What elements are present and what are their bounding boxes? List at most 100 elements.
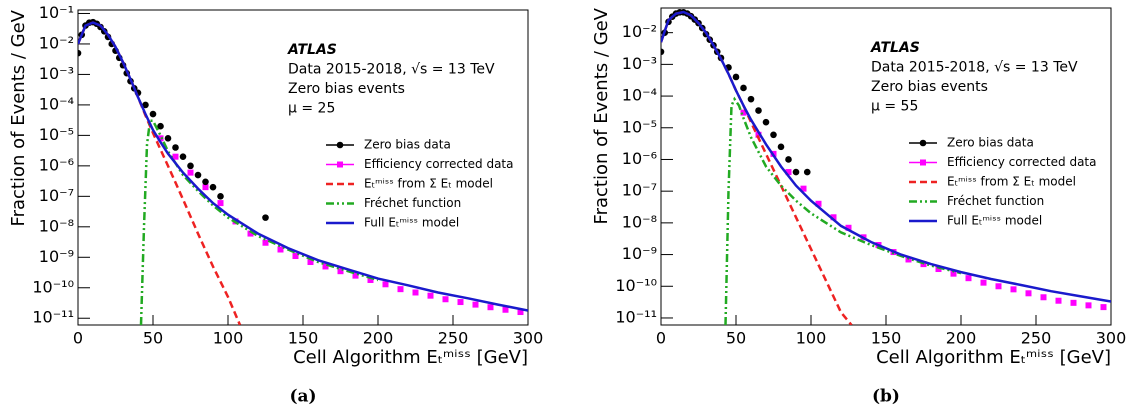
data-point — [142, 101, 149, 109]
data-point — [157, 135, 164, 142]
legend-label: Fréchet function — [364, 196, 461, 210]
model-curve — [661, 10, 853, 325]
data-point — [950, 270, 957, 277]
data-point — [740, 84, 747, 92]
data-point — [442, 296, 449, 303]
x-tick-label: 300 — [1096, 329, 1127, 348]
legend-label: Eₜᵐⁱˢˢ from Σ Eₜ model — [947, 175, 1076, 189]
data-point — [217, 200, 224, 207]
x-tick-label: 100 — [213, 329, 244, 348]
legend-label: Full Eₜᵐⁱˢˢ model — [947, 214, 1042, 228]
x-tick-label: 200 — [363, 329, 394, 348]
legend-label: Fréchet function — [947, 194, 1044, 208]
y-tick-label: 10⁻² — [39, 33, 74, 52]
legend-label: Efficiency corrected data — [364, 157, 513, 171]
data-point — [397, 286, 404, 293]
data-point — [382, 281, 389, 288]
plot-area — [661, 8, 1111, 325]
annotation: Zero bias events — [288, 81, 405, 97]
data-point — [803, 168, 811, 176]
data-point — [1025, 290, 1032, 297]
y-tick-label: 10⁻⁹ — [622, 244, 657, 263]
data-point — [247, 230, 254, 237]
data-point — [412, 289, 419, 296]
data-point — [164, 135, 172, 142]
y-axis-label: Fraction of Events / GeV — [591, 7, 612, 224]
data-point — [172, 153, 179, 160]
y-tick-label: 10⁻¹¹ — [615, 307, 657, 326]
x-tick-label: 50 — [143, 329, 163, 348]
data-point — [732, 73, 740, 81]
data-point — [322, 263, 329, 270]
data-point — [172, 144, 179, 151]
legend-label: Eₜᵐⁱˢˢ from Σ Eₜ model — [364, 177, 493, 191]
annotation: Data 2015-2018, √s = 13 TeV — [871, 60, 1078, 76]
data-point — [427, 292, 434, 299]
data-point — [262, 239, 269, 246]
data-point — [472, 301, 479, 308]
panel: 0 50 100 150 200 250 300 10⁻¹¹ 10⁻¹⁰ 10⁻⁹ 10⁻⁸ 10⁻⁷… — [591, 7, 1126, 406]
data-point — [277, 246, 284, 253]
data-point — [770, 131, 777, 139]
data-point — [517, 309, 524, 316]
legend-label: Full Eₜᵐⁱˢˢ model — [364, 216, 459, 230]
data-point — [502, 306, 509, 313]
legend-label: Zero bias data — [947, 136, 1034, 150]
model-curve — [661, 10, 1111, 303]
legend-label: Zero bias data — [364, 138, 451, 152]
data-point — [487, 304, 494, 311]
panel: 0 50 100 150 200 250 300 10⁻¹¹ 10⁻¹⁰ 10⁻⁹ 10⁻⁸ 10⁻⁷… — [8, 3, 543, 407]
x-tick-label: 0 — [73, 329, 83, 348]
data-point — [307, 259, 314, 266]
data-point — [457, 299, 464, 306]
data-point — [202, 178, 209, 186]
y-tick-label: 10⁻¹⁰ — [615, 276, 657, 295]
data-point — [217, 193, 224, 200]
x-tick-label: 50 — [726, 329, 746, 348]
data-point — [209, 183, 217, 191]
y-tick-label: 10⁻⁷ — [39, 186, 74, 205]
data-point — [1085, 302, 1092, 309]
data-point — [747, 95, 755, 103]
annotation: μ = 25 — [288, 101, 335, 117]
x-tick-label: 200 — [946, 329, 977, 348]
legend-marker — [919, 139, 927, 147]
data-point — [1070, 299, 1077, 306]
data-point — [785, 169, 792, 176]
y-tick-label: 10⁻⁶ — [622, 149, 657, 168]
data-point — [815, 200, 822, 207]
data-point — [755, 131, 762, 138]
data-point — [367, 276, 374, 283]
data-point — [202, 184, 209, 191]
plot-area — [78, 18, 528, 325]
y-axis-label: Fraction of Events / GeV — [8, 9, 29, 226]
data-point — [980, 279, 987, 286]
data-point — [149, 110, 157, 118]
data-point — [965, 275, 972, 282]
y-tick-label: 10⁻² — [622, 22, 657, 41]
data-point — [830, 214, 837, 221]
legend-label: Efficiency corrected data — [947, 155, 1096, 169]
y-tick-label: 10⁻⁴ — [39, 94, 74, 113]
plot-frame — [77, 9, 529, 326]
x-tick-label: 250 — [1021, 329, 1052, 348]
data-point — [777, 143, 785, 151]
legend-marker — [920, 159, 926, 166]
x-tick-label: 0 — [656, 329, 666, 348]
data-point — [187, 169, 194, 176]
annotation: μ = 55 — [871, 99, 918, 115]
data-point — [661, 48, 665, 56]
x-axis-label: Cell Algorithm Eₜᵐⁱˢˢ [GeV] — [876, 347, 1111, 368]
model-curve — [78, 21, 242, 325]
data-point — [194, 171, 202, 179]
data-point — [845, 224, 852, 231]
data-point — [179, 153, 187, 160]
data-point — [1055, 297, 1062, 304]
data-point — [337, 268, 344, 275]
caption: (b) — [872, 387, 900, 407]
annotation: ATLAS — [287, 42, 337, 58]
legend-marker — [336, 141, 344, 149]
data-point — [935, 266, 942, 273]
data-point — [157, 122, 164, 130]
